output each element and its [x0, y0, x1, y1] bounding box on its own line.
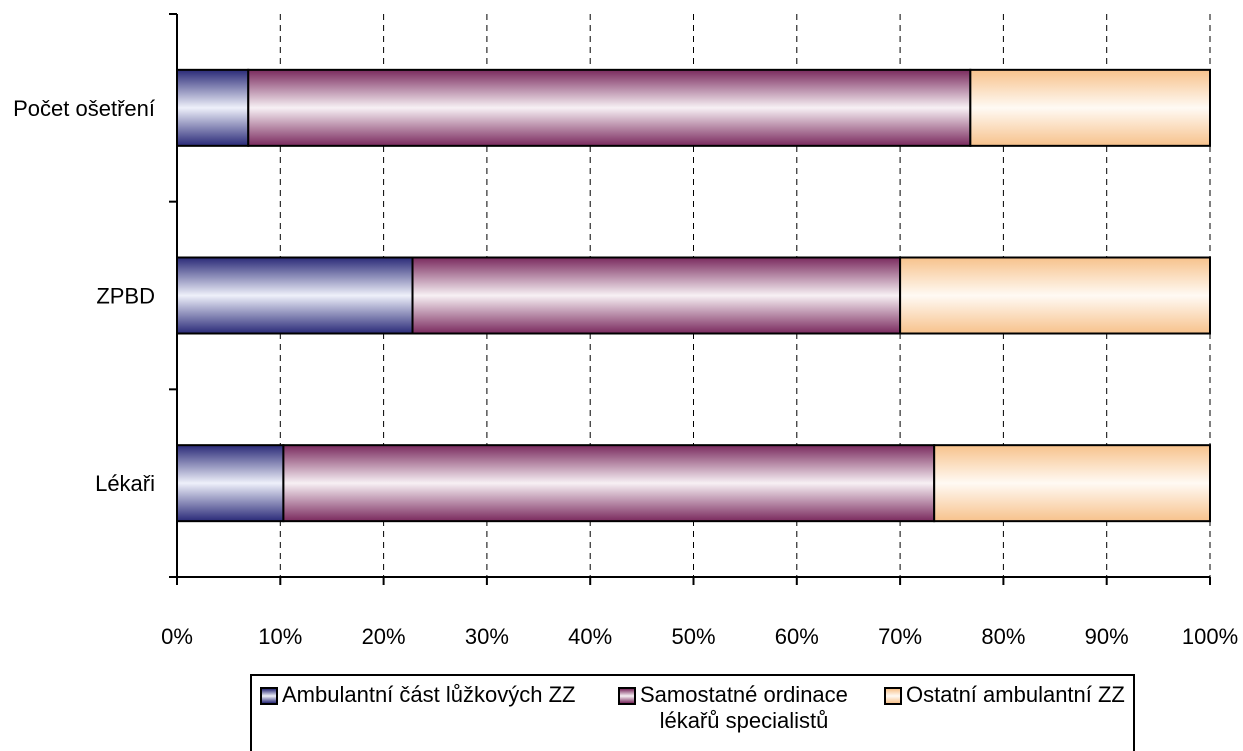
x-tick-label: 100%: [1182, 624, 1238, 649]
bar-segment: [176, 444, 285, 523]
legend-item-ambulantni: Ambulantní část lůžkových ZZ: [260, 682, 575, 708]
legend-label: Ostatní ambulantní ZZ: [906, 682, 1125, 708]
bar-segment: [176, 68, 250, 147]
bar-segment: [247, 68, 972, 147]
bar-segment: [933, 444, 1212, 523]
x-tick-label: 30%: [465, 624, 509, 649]
legend-label-line: Samostatné ordinace: [640, 682, 848, 707]
legend-item-samostatne: Samostatné ordinace lékařů specialistů: [618, 682, 848, 734]
x-tick-label: 70%: [878, 624, 922, 649]
legend: Ambulantní část lůžkových ZZ Samostatné …: [250, 674, 1135, 751]
bar-segment: [969, 68, 1211, 147]
category-label: Počet ošetření: [13, 96, 155, 121]
legend-swatch: [884, 687, 902, 705]
category-label: Lékaři: [95, 471, 155, 496]
bars: [176, 68, 1212, 523]
x-tick-label: 60%: [775, 624, 819, 649]
legend-item-ostatni: Ostatní ambulantní ZZ: [884, 682, 1125, 708]
bar-segment: [411, 256, 902, 335]
axes: [169, 13, 1211, 585]
x-tick-label: 90%: [1085, 624, 1129, 649]
bar-segment: [176, 256, 414, 335]
x-tick-label: 50%: [671, 624, 715, 649]
category-label: ZPBD: [96, 284, 155, 309]
x-tick-label: 20%: [362, 624, 406, 649]
legend-label-line: lékařů specialistů: [659, 708, 829, 733]
bar-segment: [899, 256, 1211, 335]
legend-label: Samostatné ordinace lékařů specialistů: [640, 682, 848, 734]
legend-swatch: [618, 687, 636, 705]
legend-swatch: [260, 687, 278, 705]
legend-label: Ambulantní část lůžkových ZZ: [282, 682, 575, 708]
legend-label-line: Ambulantní část lůžkových ZZ: [282, 682, 576, 707]
x-tick-label: 80%: [981, 624, 1025, 649]
bar-segment: [282, 444, 936, 523]
x-tick-label: 0%: [161, 624, 193, 649]
legend-label-line: Ostatní ambulantní ZZ: [906, 682, 1125, 707]
labels: Počet ošetření ZPBD Lékaři 0% 10% 20% 30% 40% 50…: [13, 96, 1238, 649]
x-tick-label: 10%: [258, 624, 302, 649]
x-tick-label: 40%: [568, 624, 612, 649]
bar-chart: Počet ošetření ZPBD Lékaři 0% 10% 20% 30% 40% 50…: [13, 13, 1238, 649]
